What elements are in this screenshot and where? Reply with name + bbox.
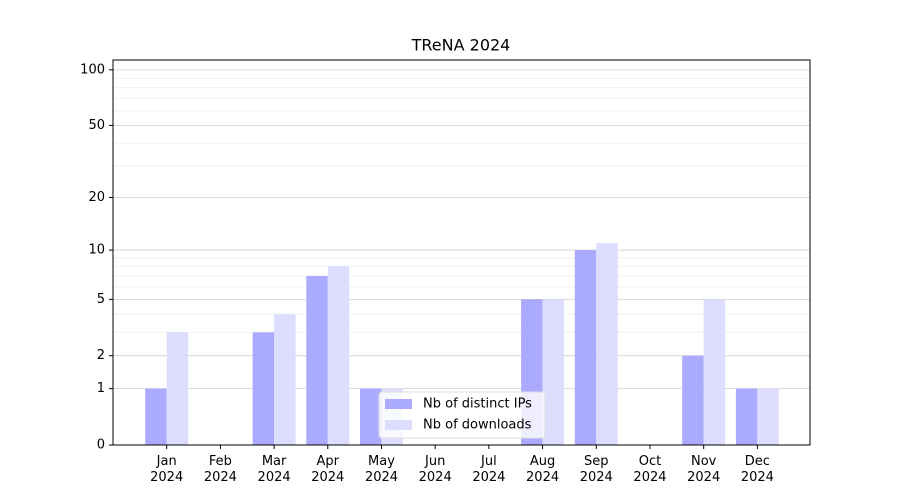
- bar: [703, 299, 726, 445]
- y-tick-label: 1: [97, 381, 105, 396]
- legend-swatch: [385, 399, 412, 409]
- bar: [252, 332, 275, 445]
- x-tick-label: Jul 2024: [472, 454, 505, 485]
- bar: [542, 299, 565, 445]
- legend-label: Nb of distinct IPs: [423, 397, 532, 412]
- x-tick-label: Nov 2024: [687, 454, 720, 485]
- bar: [735, 388, 758, 445]
- legend: Nb of distinct IPs Nb of downloads: [378, 391, 546, 439]
- x-tick-label: Dec 2024: [741, 454, 774, 485]
- legend-box: [378, 391, 546, 439]
- plot-frame: [112, 59, 811, 446]
- y-tick-label: 50: [88, 118, 105, 133]
- bar: [327, 266, 350, 445]
- y-tick-label: 0: [97, 438, 105, 453]
- x-tick-label: Feb 2024: [204, 454, 237, 485]
- y-tick-label: 100: [80, 62, 105, 77]
- x-tick-label: Apr 2024: [311, 454, 344, 485]
- y-tick-label: 10: [88, 243, 105, 258]
- y-tick-label: 2: [97, 348, 105, 363]
- bar: [274, 314, 296, 445]
- y-tick-label: 5: [97, 292, 105, 307]
- x-tick-label: May 2024: [365, 454, 398, 485]
- bar: [145, 388, 167, 445]
- bar: [757, 388, 779, 445]
- x-tick-label: Jun 2024: [419, 454, 452, 485]
- chart-title: TReNA 2024: [411, 36, 511, 55]
- x-tick-label: Jan 2024: [150, 454, 183, 485]
- x-tick-label: Aug 2024: [526, 454, 559, 485]
- bar: [682, 355, 704, 445]
- legend-swatch: [385, 420, 412, 430]
- x-tick-label: Mar 2024: [258, 454, 291, 485]
- x-tick-label: Oct 2024: [633, 454, 666, 485]
- bar: [166, 332, 189, 445]
- bar: [574, 250, 597, 445]
- legend-label: Nb of downloads: [423, 418, 532, 433]
- x-tick-label: Sep 2024: [580, 454, 613, 485]
- bar: [360, 388, 382, 445]
- bar: [596, 243, 618, 445]
- bar: [306, 275, 328, 445]
- y-tick-label: 20: [88, 190, 105, 205]
